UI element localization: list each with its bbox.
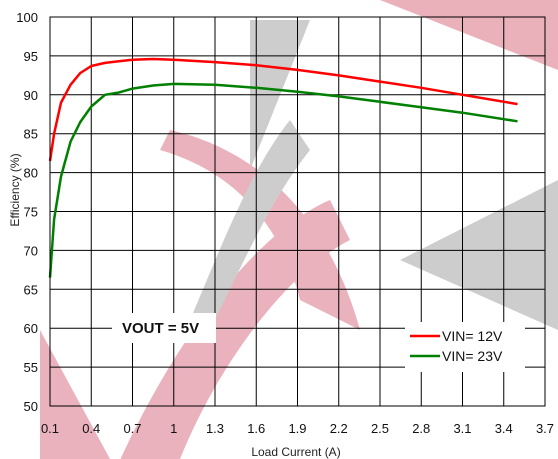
y-tick-label: 65 bbox=[24, 282, 38, 297]
y-tick-label: 90 bbox=[24, 88, 38, 103]
plot-frame bbox=[49, 16, 546, 407]
x-tick-label: 3.4 bbox=[495, 421, 513, 436]
x-tick-labels: 0.1 0.4 0.7 1 1.3 1.6 1.9 2.2 2.5 2.8 3.1 3.4 3.7 bbox=[41, 421, 554, 436]
x-tick-label: 2.2 bbox=[330, 421, 348, 436]
legend: VIN= 12V VIN= 23V bbox=[405, 322, 525, 372]
y-tick-label: 55 bbox=[24, 360, 38, 375]
x-tick-label: 2.8 bbox=[412, 421, 430, 436]
annotation-vout: VOUT = 5V bbox=[122, 320, 199, 337]
y-tick-label: 80 bbox=[24, 166, 38, 181]
x-tick-label: 1.9 bbox=[288, 421, 306, 436]
x-tick-label: 0.4 bbox=[82, 421, 100, 436]
y-tick-label: 75 bbox=[24, 205, 38, 220]
legend-background bbox=[405, 322, 525, 372]
annotation-background bbox=[112, 313, 216, 343]
x-tick-label: 1.3 bbox=[206, 421, 224, 436]
watermark-gray-right bbox=[400, 180, 558, 330]
y-tick-label: 85 bbox=[24, 127, 38, 142]
y-tick-label: 100 bbox=[16, 10, 38, 25]
legend-label-vin23: VIN= 23V bbox=[442, 348, 503, 364]
annotation-box: VOUT = 5V bbox=[112, 313, 216, 343]
y-tick-label: 50 bbox=[24, 399, 38, 414]
y-tick-label: 70 bbox=[24, 243, 38, 258]
series-lines bbox=[48, 57, 518, 278]
watermark-pink-top bbox=[380, 0, 558, 70]
x-tick-label: 0.1 bbox=[41, 421, 59, 436]
y-tick-labels: 50 55 60 65 70 75 80 85 90 95 100 bbox=[16, 10, 38, 414]
x-tick-label: 1.6 bbox=[247, 421, 265, 436]
series-line-0 bbox=[48, 57, 518, 162]
x-tick-label: 3.1 bbox=[453, 421, 471, 436]
x-axis-label: Load Current (A) bbox=[251, 445, 340, 459]
x-tick-label: 2.5 bbox=[371, 421, 389, 436]
series-line-1 bbox=[48, 82, 518, 278]
watermark-pink-arc bbox=[160, 130, 360, 330]
watermark-pink-bottom-left bbox=[40, 330, 110, 459]
y-axis-label: Efficiency (%) bbox=[8, 153, 22, 226]
watermark-pink-lower bbox=[120, 200, 350, 459]
x-tick-label: 0.7 bbox=[123, 421, 141, 436]
x-tick-label: 1 bbox=[170, 421, 177, 436]
y-tick-label: 95 bbox=[24, 49, 38, 64]
y-tick-label: 60 bbox=[24, 321, 38, 336]
legend-label-vin12: VIN= 12V bbox=[442, 328, 503, 344]
x-tick-label: 3.7 bbox=[536, 421, 554, 436]
